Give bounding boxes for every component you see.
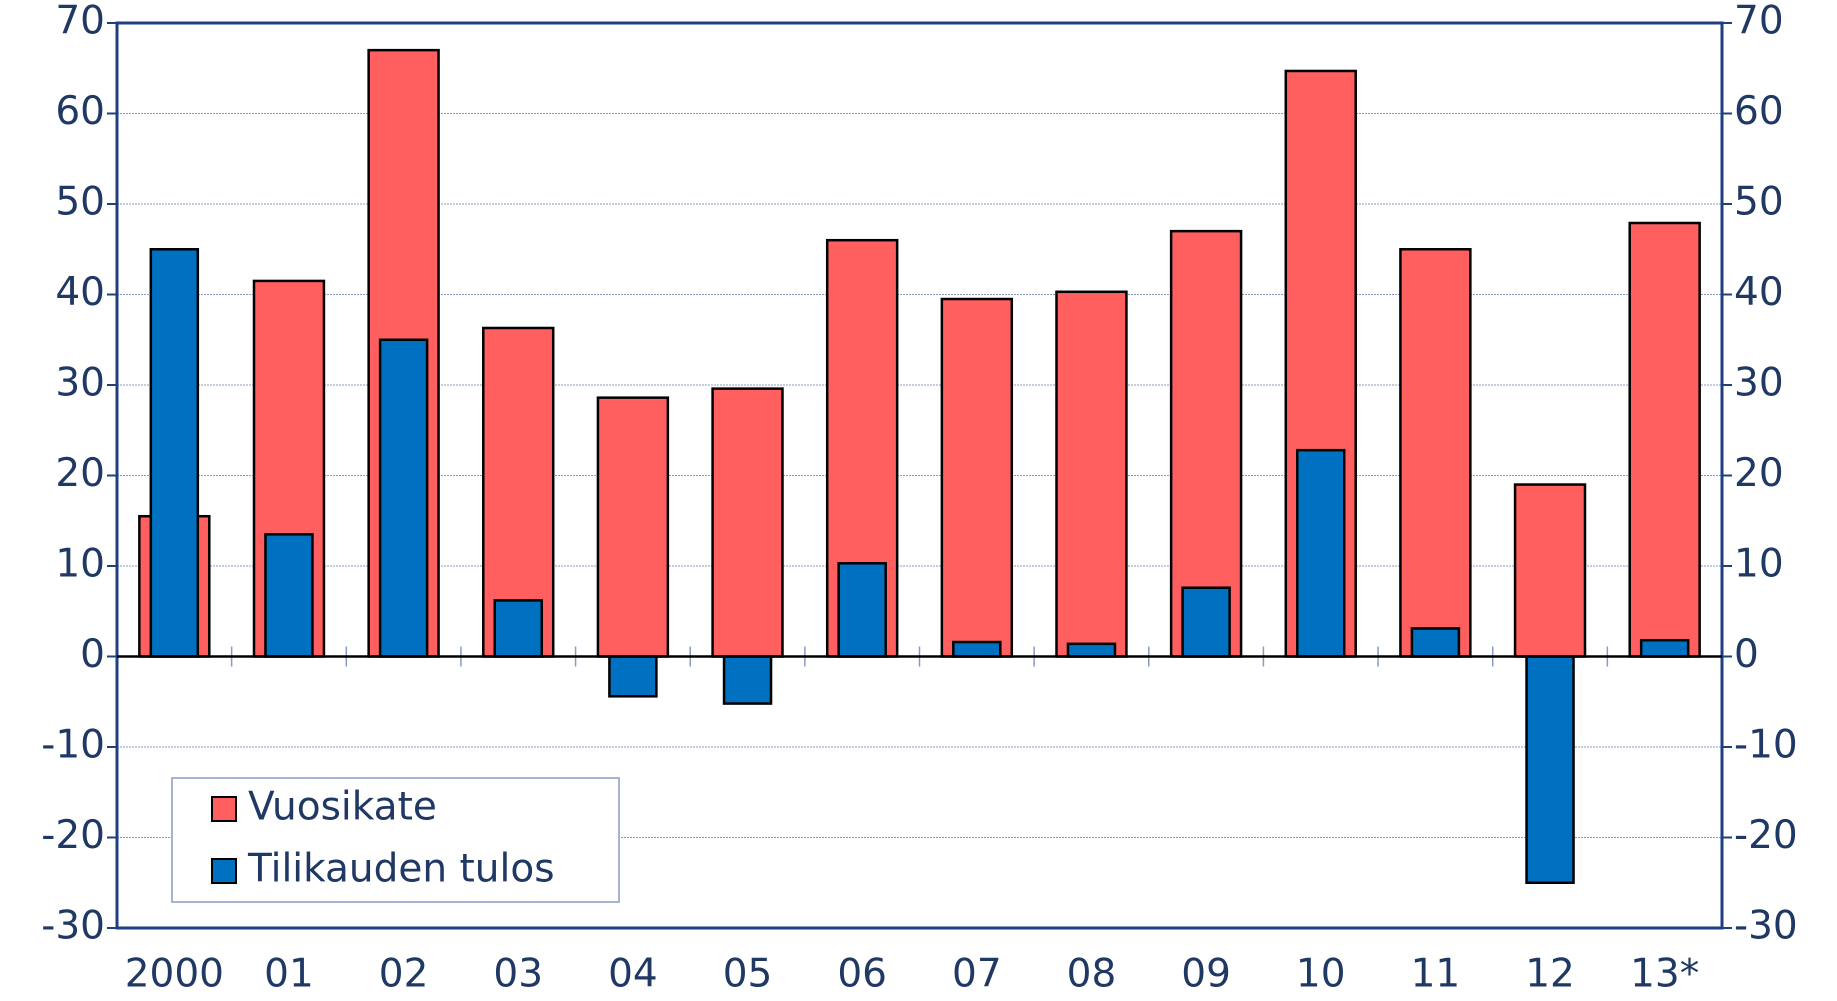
y-tick-label: 50 <box>55 180 105 225</box>
legend-box <box>171 777 620 903</box>
y-tick-label: 40 <box>55 270 105 315</box>
y2-tick-label: 0 <box>1734 632 1759 677</box>
y2-tick-label: 10 <box>1734 542 1784 587</box>
x-tick-label: 03 <box>493 952 543 997</box>
x-tick-label: 06 <box>837 952 887 997</box>
bar <box>722 655 773 705</box>
bar <box>1169 229 1243 658</box>
y-tick-label: -20 <box>41 813 105 858</box>
bar <box>493 599 544 658</box>
legend-label: Vuosikate <box>248 785 437 830</box>
y2-tick-label: -20 <box>1734 813 1798 858</box>
bar <box>1181 586 1231 658</box>
y2-tick-label: 20 <box>1734 451 1784 496</box>
bar <box>1410 627 1461 658</box>
bar <box>1639 638 1690 658</box>
y-tick-label: 60 <box>55 89 105 134</box>
legend-swatch <box>211 858 237 884</box>
y-tick-label: -30 <box>41 904 105 949</box>
x-tick-label: 01 <box>264 952 314 997</box>
bar <box>596 396 670 658</box>
x-tick-label: 08 <box>1067 952 1117 997</box>
y2-tick-label: 60 <box>1734 89 1784 134</box>
x-tick-label: 13* <box>1630 952 1699 997</box>
bar <box>1055 290 1128 658</box>
bar <box>1066 642 1117 658</box>
x-tick-label: 02 <box>379 952 429 997</box>
y2-tick-label: 30 <box>1734 361 1784 406</box>
y-tick-label: 0 <box>80 632 105 677</box>
bar <box>1525 655 1575 884</box>
bar <box>1628 221 1701 658</box>
y-tick-label: 70 <box>55 0 105 44</box>
x-tick-label: 2000 <box>125 952 224 997</box>
y2-tick-label: -10 <box>1734 723 1798 768</box>
y-tick-label: 20 <box>55 451 105 496</box>
bar <box>940 297 1014 658</box>
x-tick-label: 07 <box>952 952 1002 997</box>
bar <box>264 533 314 658</box>
y-tick-label: 30 <box>55 361 105 406</box>
bar <box>1399 248 1472 658</box>
y2-tick-label: -30 <box>1734 904 1798 949</box>
x-tick-label: 05 <box>723 952 773 997</box>
bar <box>952 640 1002 658</box>
y2-tick-label: 50 <box>1734 180 1784 225</box>
bar <box>149 248 200 658</box>
x-tick-label: 09 <box>1181 952 1231 997</box>
x-tick-label: 12 <box>1525 952 1575 997</box>
plot-frame <box>115 21 1724 930</box>
bar <box>608 655 658 698</box>
y2-tick-label: 70 <box>1734 0 1784 44</box>
x-tick-label: 10 <box>1296 952 1346 997</box>
legend-swatch <box>211 796 237 822</box>
legend-label: Tilikauden tulos <box>247 847 555 892</box>
y-tick-label: 10 <box>55 542 105 587</box>
y2-tick-label: 40 <box>1734 270 1784 315</box>
x-tick-label: 11 <box>1411 952 1461 997</box>
bar <box>378 338 429 658</box>
bar <box>1513 483 1587 658</box>
bar <box>1295 448 1346 658</box>
bar <box>711 387 784 658</box>
x-tick-label: 04 <box>608 952 658 997</box>
y-tick-label: -10 <box>41 723 105 768</box>
bar <box>837 562 887 658</box>
